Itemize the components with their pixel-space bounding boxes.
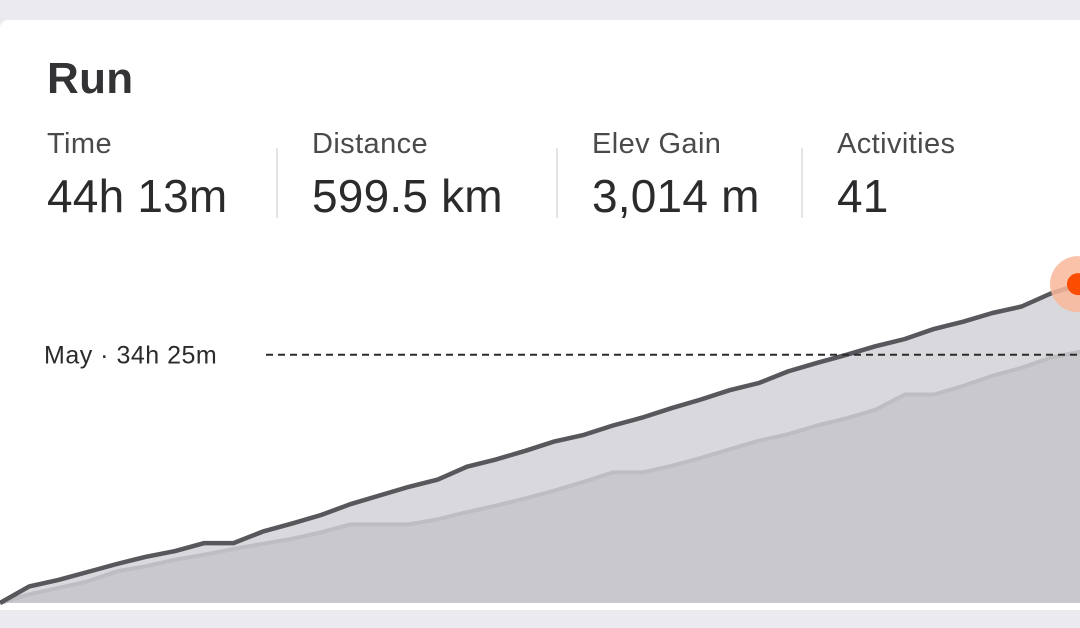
stat-activities: Activities 41: [837, 128, 955, 223]
stat-label: Distance: [312, 128, 429, 160]
stats-row: Time 44h 13m Distance 599.5 km Elev Gain…: [0, 128, 1080, 228]
reference-label: May · 34h 25m: [44, 342, 217, 370]
stat-distance: Distance 599.5 km: [312, 128, 503, 223]
previous-period-line: [0, 349, 1080, 605]
stat-divider: [556, 148, 558, 218]
stat-divider: [276, 148, 278, 218]
stat-time: Time 44h 13m: [47, 128, 227, 223]
stat-value: 3,014 m: [592, 170, 760, 222]
chart-lines: [0, 281, 1080, 605]
chart-areas: [0, 284, 1080, 603]
current-point-marker: [1067, 273, 1080, 296]
stat-value: 44h 13m: [47, 170, 228, 222]
stat-value: 599.5 km: [312, 170, 503, 222]
reference-line-group: May · 34h 25m: [44, 342, 1080, 370]
card-title: Run: [47, 54, 134, 103]
previous-period-area: [0, 351, 1080, 603]
stat-divider: [801, 148, 803, 218]
stat-value: 41: [837, 170, 889, 222]
stat-label: Time: [47, 128, 112, 160]
stat-label: Elev Gain: [592, 128, 722, 160]
chart-marks: [1050, 256, 1080, 313]
stat-elev-gain: Elev Gain 3,014 m: [592, 128, 760, 223]
stat-label: Activities: [837, 128, 956, 160]
current-period-line: [0, 281, 1080, 605]
current-point-halo: [1050, 256, 1080, 313]
